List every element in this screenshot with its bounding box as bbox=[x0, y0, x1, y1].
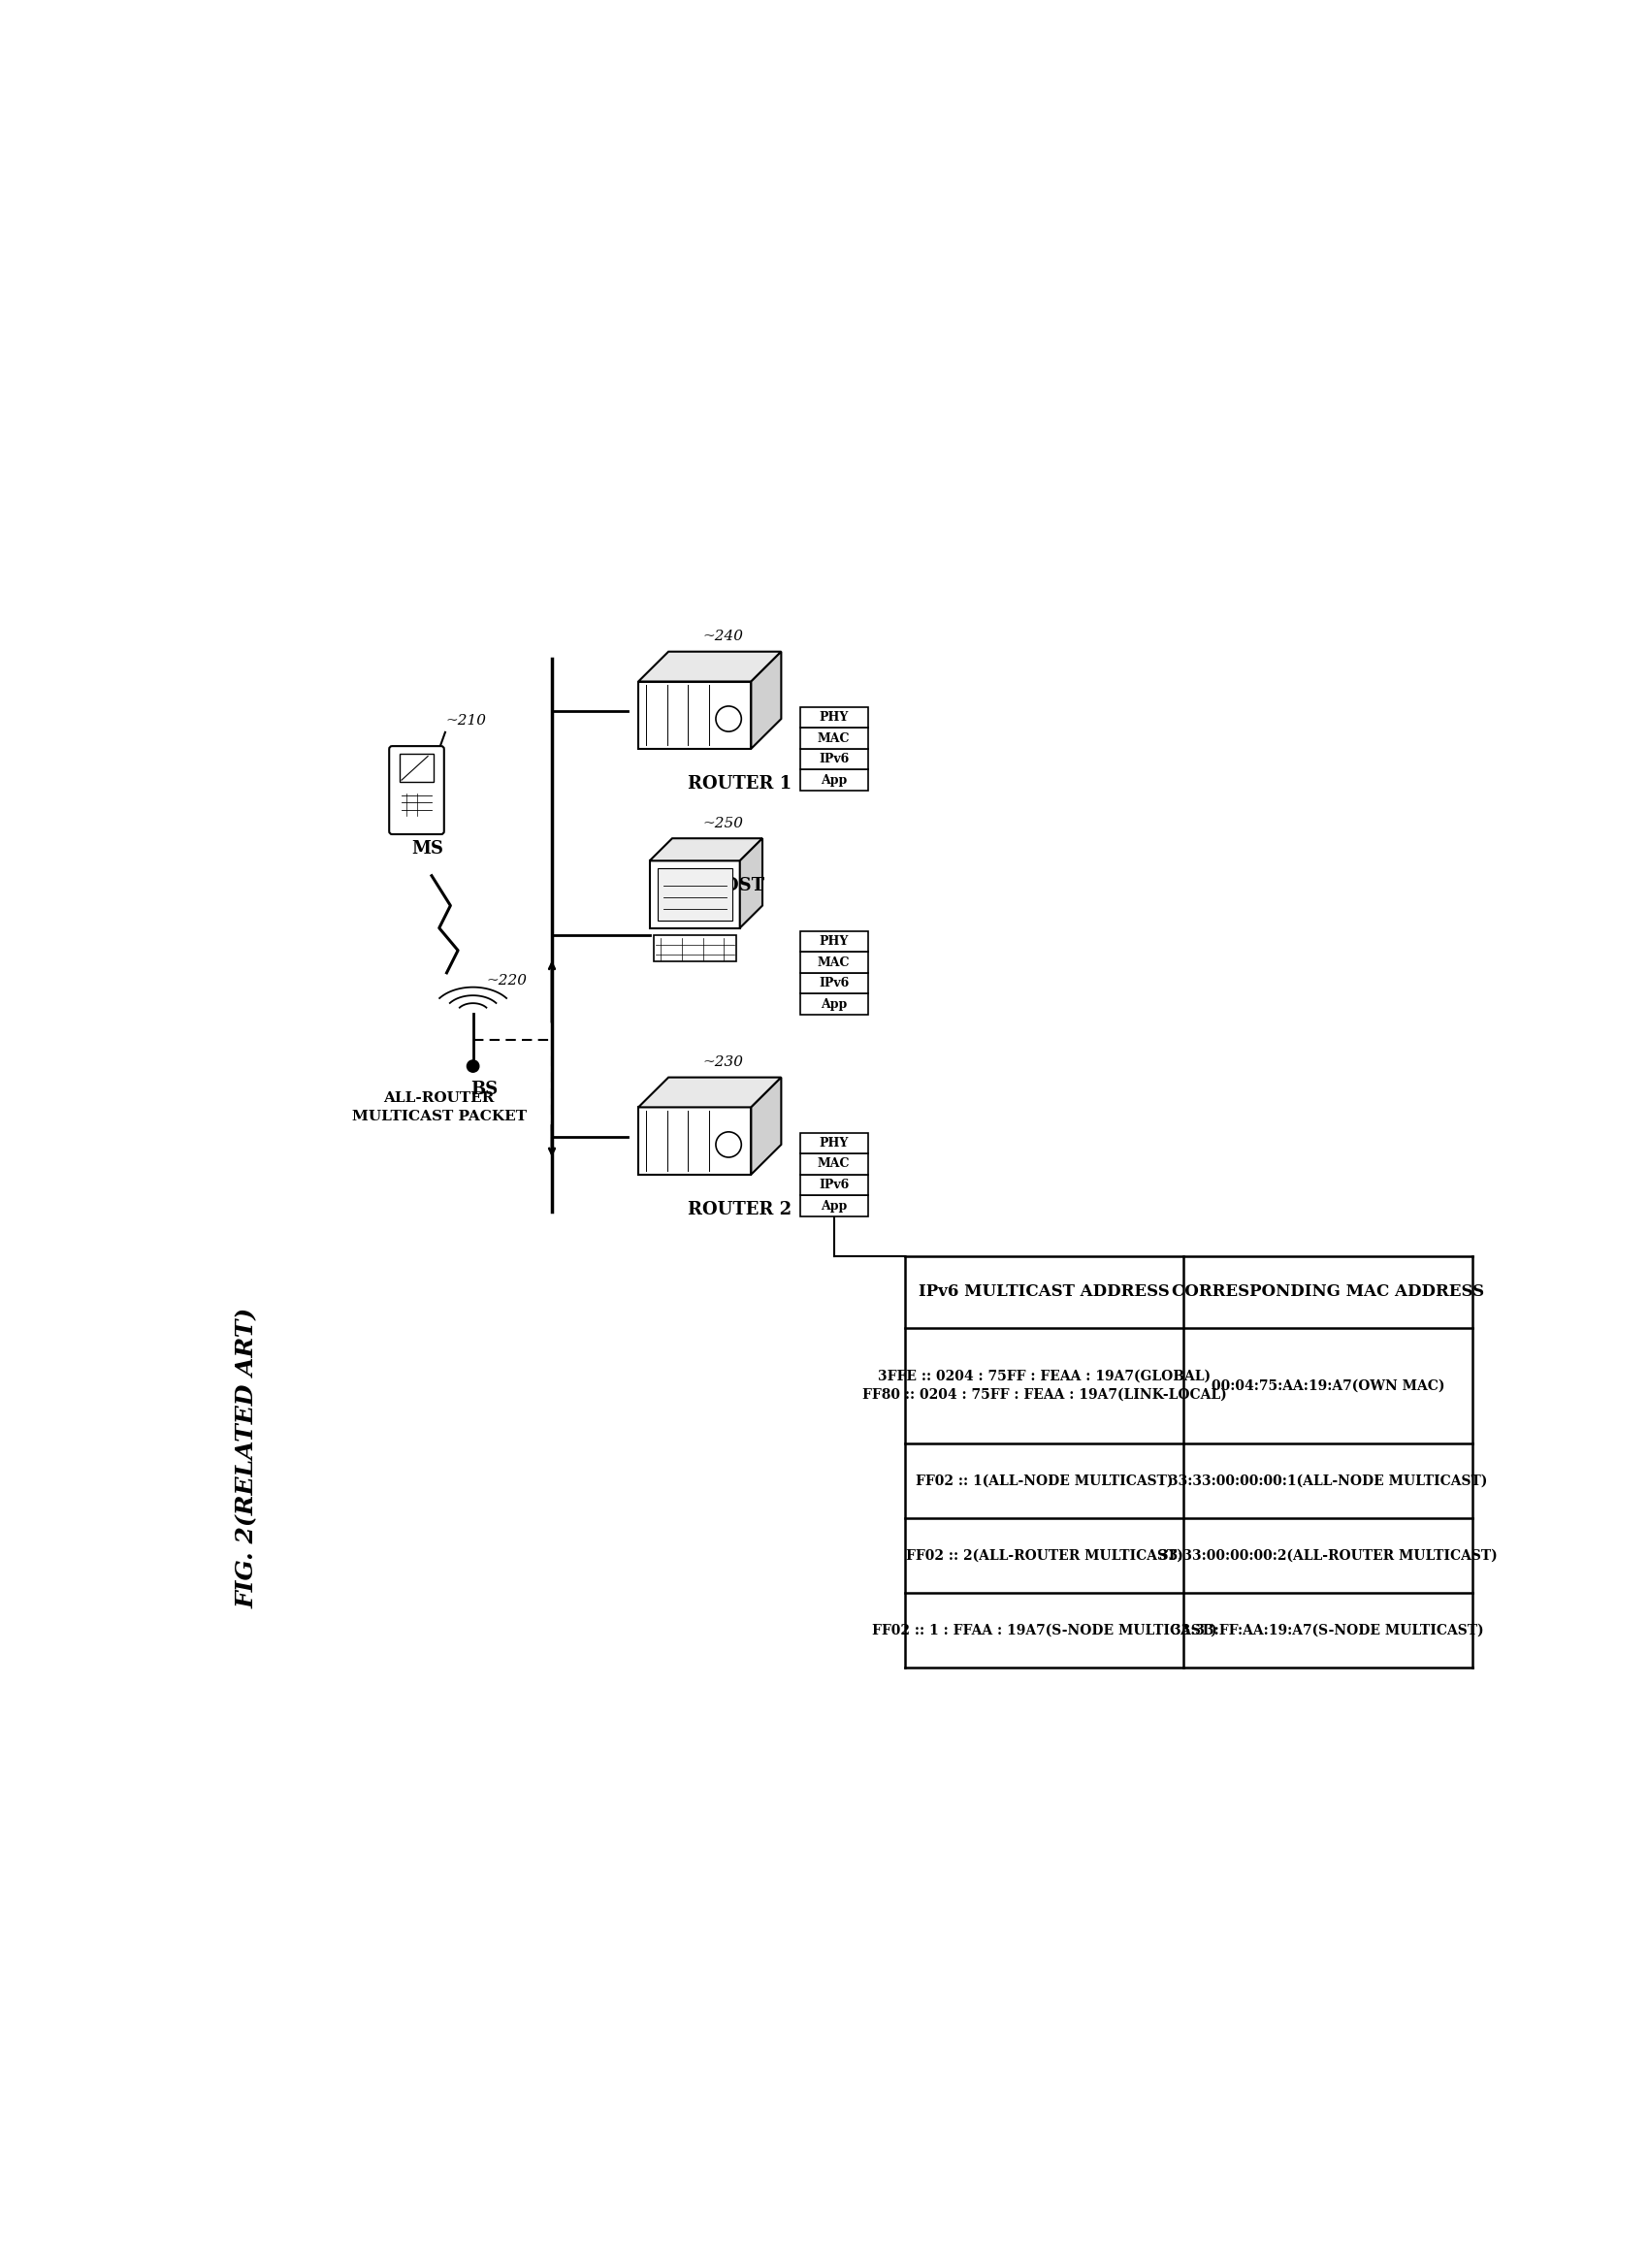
Text: ROUTER 2: ROUTER 2 bbox=[688, 1200, 792, 1218]
Text: MAC: MAC bbox=[818, 733, 851, 744]
Text: FF02 :: 1 : FFAA : 19A7(S-NODE MULTICAST): FF02 :: 1 : FFAA : 19A7(S-NODE MULTICAST… bbox=[872, 1624, 1217, 1637]
Circle shape bbox=[716, 1132, 742, 1157]
Text: IPv6 MULTICAST ADDRESS: IPv6 MULTICAST ADDRESS bbox=[918, 1284, 1169, 1300]
Bar bbox=[800, 930, 867, 953]
Text: 33:33:00:00:00:2(ALL-ROUTER MULTICAST): 33:33:00:00:00:2(ALL-ROUTER MULTICAST) bbox=[1159, 1549, 1497, 1563]
Bar bbox=[401, 753, 434, 782]
Text: 33:33:FF:AA:19:A7(S-NODE MULTICAST): 33:33:FF:AA:19:A7(S-NODE MULTICAST) bbox=[1172, 1624, 1484, 1637]
Bar bbox=[638, 1107, 752, 1175]
Text: App: App bbox=[821, 1200, 848, 1211]
Text: ROUTER 1: ROUTER 1 bbox=[688, 776, 792, 792]
Bar bbox=[800, 1195, 867, 1216]
Text: IPv6: IPv6 bbox=[818, 978, 849, 989]
Bar bbox=[638, 680, 752, 748]
Bar bbox=[800, 1132, 867, 1154]
Text: App: App bbox=[821, 773, 848, 787]
Polygon shape bbox=[638, 1077, 782, 1107]
Polygon shape bbox=[740, 839, 762, 928]
Bar bbox=[800, 1175, 867, 1195]
Text: 3FFE :: 0204 : 75FF : FEAA : 19A7(GLOBAL)
FF80 :: 0204 : 75FF : FEAA : 19A7(LINK: 3FFE :: 0204 : 75FF : FEAA : 19A7(GLOBAL… bbox=[862, 1370, 1227, 1402]
Text: CORRESPONDING MAC ADDRESS: CORRESPONDING MAC ADDRESS bbox=[1172, 1284, 1484, 1300]
Text: ALL-ROUTER
MULTICAST PACKET: ALL-ROUTER MULTICAST PACKET bbox=[351, 1091, 526, 1123]
Text: ~250: ~250 bbox=[702, 816, 744, 830]
Text: App: App bbox=[821, 998, 848, 1012]
Text: FF02 :: 2(ALL-ROUTER MULTICAST): FF02 :: 2(ALL-ROUTER MULTICAST) bbox=[905, 1549, 1182, 1563]
Bar bbox=[653, 934, 735, 962]
Polygon shape bbox=[650, 839, 762, 862]
Text: FIG. 2(RELATED ART): FIG. 2(RELATED ART) bbox=[236, 1309, 259, 1608]
Text: IPv6: IPv6 bbox=[818, 1179, 849, 1191]
Text: ~240: ~240 bbox=[702, 631, 744, 644]
Text: IPv6: IPv6 bbox=[818, 753, 849, 767]
Text: 00:04:75:AA:19:A7(OWN MAC): 00:04:75:AA:19:A7(OWN MAC) bbox=[1212, 1379, 1445, 1393]
Text: BS: BS bbox=[470, 1082, 498, 1098]
Bar bbox=[800, 993, 867, 1014]
Polygon shape bbox=[752, 651, 782, 748]
Bar bbox=[800, 973, 867, 993]
Bar bbox=[800, 769, 867, 792]
Bar bbox=[800, 708, 867, 728]
Polygon shape bbox=[638, 651, 782, 680]
Circle shape bbox=[467, 1059, 478, 1073]
Text: PHY: PHY bbox=[820, 1136, 849, 1150]
Text: MAC: MAC bbox=[818, 957, 851, 968]
Text: MAC: MAC bbox=[818, 1157, 851, 1170]
Text: PHY: PHY bbox=[820, 934, 849, 948]
Bar bbox=[650, 862, 740, 928]
FancyBboxPatch shape bbox=[389, 746, 444, 835]
Polygon shape bbox=[752, 1077, 782, 1175]
Text: FF02 :: 1(ALL-NODE MULTICAST): FF02 :: 1(ALL-NODE MULTICAST) bbox=[915, 1474, 1172, 1488]
Text: PHY: PHY bbox=[820, 712, 849, 723]
Text: ~230: ~230 bbox=[702, 1055, 744, 1068]
Text: HOST: HOST bbox=[707, 878, 765, 894]
Text: MS: MS bbox=[412, 839, 444, 857]
Bar bbox=[800, 728, 867, 748]
Bar bbox=[800, 1154, 867, 1175]
Text: ~210: ~210 bbox=[445, 714, 486, 728]
Bar bbox=[800, 748, 867, 769]
Text: ~220: ~220 bbox=[486, 973, 528, 987]
Bar bbox=[658, 869, 732, 921]
Circle shape bbox=[716, 705, 742, 733]
Bar bbox=[800, 953, 867, 973]
Text: 33:33:00:00:00:1(ALL-NODE MULTICAST): 33:33:00:00:00:1(ALL-NODE MULTICAST) bbox=[1169, 1474, 1487, 1488]
